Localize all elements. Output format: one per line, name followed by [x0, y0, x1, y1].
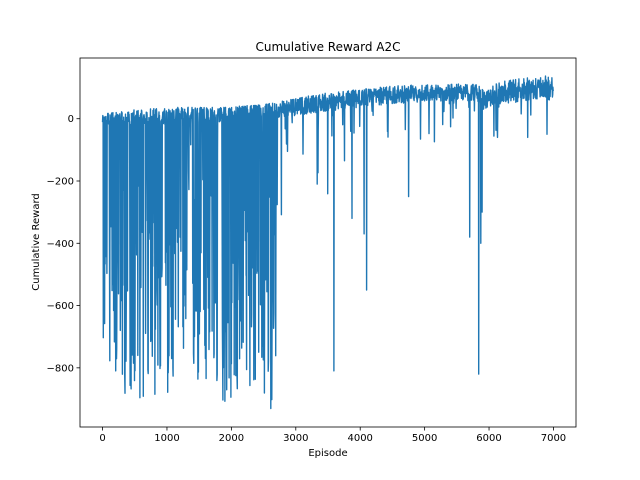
- chart-title: Cumulative Reward A2C: [255, 40, 400, 54]
- x-tick-label: 0: [99, 433, 105, 444]
- series-0-line: [101, 75, 554, 410]
- x-tick-label: 5000: [412, 433, 437, 444]
- x-tick-label: 1000: [154, 433, 179, 444]
- y-tick-label: −800: [47, 363, 74, 374]
- x-tick-label: 7000: [541, 433, 566, 444]
- x-tick-label: 3000: [283, 433, 308, 444]
- y-tick-label: −400: [47, 239, 74, 250]
- y-tick-label: −600: [47, 301, 74, 312]
- x-tick-label: 6000: [476, 433, 501, 444]
- y-tick-label: 0: [68, 114, 74, 125]
- x-tick-label: 4000: [347, 433, 372, 444]
- x-axis: 0 1000 2000 3000 4000 5000 6000 7000: [99, 427, 566, 444]
- y-axis-label: Cumulative Reward: [31, 193, 42, 291]
- plot-border: [79, 57, 577, 428]
- y-axis: −800 −600 −400 −200 0: [47, 114, 80, 374]
- x-axis-label: Episode: [308, 448, 347, 459]
- y-tick-label: −200: [47, 177, 74, 188]
- plot-area: [79, 57, 577, 428]
- x-tick-label: 2000: [219, 433, 244, 444]
